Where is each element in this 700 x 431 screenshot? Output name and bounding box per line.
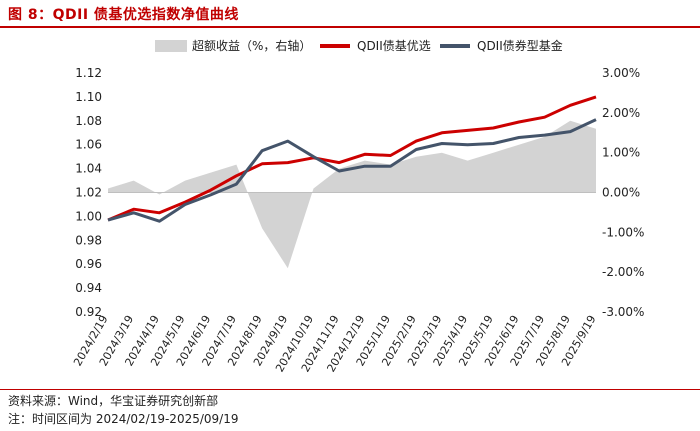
legend-label-0: 超额收益（%，右轴） xyxy=(192,38,311,53)
y-right-tick-label: 3.00% xyxy=(602,66,640,80)
y-left-tick-label: 1.06 xyxy=(75,138,102,152)
excess-return-area xyxy=(108,120,596,269)
y-left-tick-label: 0.96 xyxy=(75,257,102,271)
y-right-tick-label: 2.00% xyxy=(602,106,640,120)
series-line-qdii-bond-fund xyxy=(107,118,597,223)
y-right-tick-label: 1.00% xyxy=(602,146,640,160)
y-left-tick-label: 1.12 xyxy=(75,66,102,80)
y-right-tick-label: -3.00% xyxy=(602,305,644,319)
y-left-tick-label: 1.10 xyxy=(75,90,102,104)
series-line-qdii-bond-select xyxy=(107,95,597,222)
figure-title: 图 8：QDII 债基优选指数净值曲线 xyxy=(8,7,239,23)
y-left-tick-label: 1.00 xyxy=(75,209,102,223)
footer-rule xyxy=(0,389,700,390)
date-range-note: 注：时间区间为 2024/02/19-2025/09/19 xyxy=(8,412,239,426)
y-right-tick-label: -2.00% xyxy=(602,265,644,279)
y-left-tick-label: 1.02 xyxy=(75,186,102,200)
title-rule xyxy=(0,26,700,28)
y-right-tick-label: 0.00% xyxy=(602,186,640,200)
excess-return-area-layer xyxy=(108,120,596,269)
legend-swatch-excess-return xyxy=(155,40,187,52)
y-left-tick-label: 1.08 xyxy=(75,114,102,128)
y-left-tick-label: 0.92 xyxy=(75,305,102,319)
legend-label-2: QDII债券型基金 xyxy=(477,38,563,53)
left-axis-ticks: 0.92 0.94 0.96 0.98 1.00 1.02 1.04 1.06 1.08 1.10… xyxy=(75,66,102,319)
y-right-tick-label: -1.00% xyxy=(602,225,644,239)
chart-legend: 超额收益（%，右轴） QDII债基优选 QDII债券型基金 xyxy=(155,38,563,53)
legend-label-1: QDII债基优选 xyxy=(357,39,431,53)
x-axis-ticks: 2024/2/192024/3/192024/4/192024/5/192024… xyxy=(71,313,598,374)
y-left-tick-label: 0.98 xyxy=(75,233,102,247)
right-axis-ticks: -3.00% -2.00% -1.00% 0.00% 1.00% 2.00% 3.00% xyxy=(602,66,644,319)
source-note: 资料来源：Wind，华宝证券研究创新部 xyxy=(8,394,219,408)
series-line-layer xyxy=(107,95,597,223)
y-left-tick-label: 1.04 xyxy=(75,162,102,176)
y-left-tick-label: 0.94 xyxy=(75,281,102,295)
